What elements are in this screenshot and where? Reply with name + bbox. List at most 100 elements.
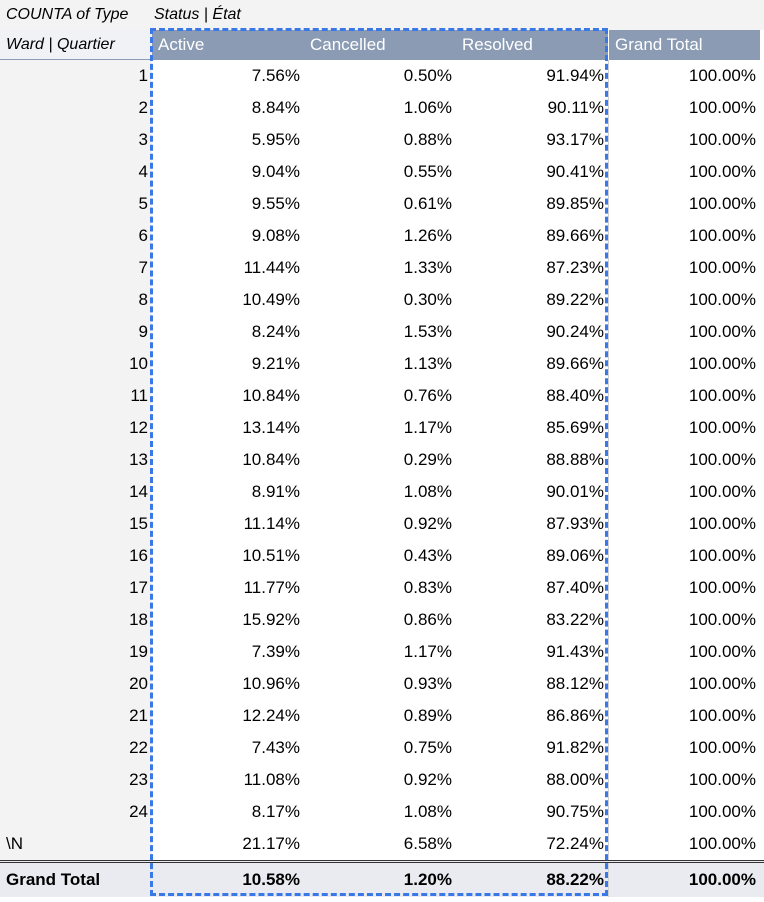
resolved-cell[interactable]: 91.94% [546, 66, 604, 85]
resolved-cell[interactable]: 89.85% [546, 194, 604, 213]
active-cell[interactable]: 10.84% [242, 450, 300, 469]
grand-total-cell[interactable]: 100.00% [608, 124, 760, 156]
active-cell[interactable]: 11.08% [243, 770, 300, 789]
cancelled-cell[interactable]: 0.86% [403, 610, 452, 629]
grand-total-cell[interactable]: 100.00% [608, 348, 760, 380]
resolved-cell[interactable]: 89.22% [546, 290, 604, 309]
cancelled-cell[interactable]: 1.06% [403, 98, 452, 117]
ward-label[interactable]: 22 [0, 732, 152, 764]
ward-label[interactable]: 7 [0, 252, 152, 284]
ward-label[interactable]: 5 [0, 188, 152, 220]
resolved-cell[interactable]: 90.24% [546, 322, 604, 341]
active-cell[interactable]: 9.08% [251, 226, 300, 245]
resolved-cell[interactable]: 89.66% [546, 354, 604, 373]
active-cell[interactable]: 12.24% [242, 706, 300, 725]
cancelled-cell[interactable]: 0.61% [403, 194, 452, 213]
active-cell[interactable]: 8.91% [251, 482, 300, 501]
grand-total-cell[interactable]: 100.00% [608, 188, 760, 220]
grand-total-cell[interactable]: 100.00% [608, 828, 760, 860]
ward-label[interactable]: 18 [0, 604, 152, 636]
resolved-cell[interactable]: 87.40% [546, 578, 604, 597]
grand-total-cell[interactable]: 100.00% [608, 700, 760, 732]
grand-total-label[interactable]: Grand Total [0, 863, 152, 897]
grand-total-cell[interactable]: 100.00% [608, 572, 760, 604]
cancelled-cell[interactable]: 6.58% [403, 834, 452, 853]
grand-total-cell[interactable]: 100.00% [608, 604, 760, 636]
active-cell[interactable]: 21.17% [242, 834, 300, 853]
ward-label[interactable]: 10 [0, 348, 152, 380]
ward-label[interactable]: 17 [0, 572, 152, 604]
resolved-cell[interactable]: 89.06% [546, 546, 604, 565]
grand-total-resolved[interactable]: 88.22% [456, 863, 608, 897]
cancelled-cell[interactable]: 1.17% [403, 418, 452, 437]
ward-label[interactable]: 19 [0, 636, 152, 668]
active-cell[interactable]: 9.21% [251, 354, 300, 373]
active-cell[interactable]: 15.92% [242, 610, 300, 629]
grand-total-cell[interactable]: 100.00% [608, 156, 760, 188]
active-cell[interactable]: 9.04% [251, 162, 300, 181]
cancelled-cell[interactable]: 0.88% [403, 130, 452, 149]
cancelled-cell[interactable]: 1.08% [403, 482, 452, 501]
resolved-cell[interactable]: 72.24% [546, 834, 604, 853]
grand-total-cell[interactable]: 100.00% [608, 668, 760, 700]
resolved-cell[interactable]: 85.69% [546, 418, 604, 437]
pivot-value-title[interactable]: COUNTA of Type [0, 0, 152, 30]
resolved-cell[interactable]: 91.82% [546, 738, 604, 757]
grand-total-cell[interactable]: 100.00% [608, 444, 760, 476]
cancelled-cell[interactable]: 1.17% [403, 642, 452, 661]
grand-total-cell[interactable]: 100.00% [608, 476, 760, 508]
active-cell[interactable]: 10.84% [242, 386, 300, 405]
cancelled-cell[interactable]: 0.55% [403, 162, 452, 181]
active-cell[interactable]: 10.96% [242, 674, 300, 693]
cancelled-cell[interactable]: 0.43% [403, 546, 452, 565]
cancelled-cell[interactable]: 0.50% [403, 66, 452, 85]
grand-total-cell[interactable]: 100.00% [608, 220, 760, 252]
grand-total-cell[interactable]: 100.00% [608, 60, 760, 92]
active-cell[interactable]: 10.51% [242, 546, 300, 565]
grand-total-cell[interactable]: 100.00% [608, 796, 760, 828]
active-cell[interactable]: 7.43% [251, 738, 300, 757]
ward-label[interactable]: 20 [0, 668, 152, 700]
active-cell[interactable]: 10.49% [242, 290, 300, 309]
cancelled-cell[interactable]: 0.30% [403, 290, 452, 309]
grand-total-cell[interactable]: 100.00% [608, 540, 760, 572]
resolved-cell[interactable]: 88.88% [546, 450, 604, 469]
ward-label[interactable]: 21 [0, 700, 152, 732]
resolved-cell[interactable]: 90.01% [546, 482, 604, 501]
grand-total-cell[interactable]: 100.00% [608, 380, 760, 412]
ward-label[interactable]: 11 [0, 380, 152, 412]
ward-label[interactable]: 13 [0, 444, 152, 476]
ward-label[interactable]: 9 [0, 316, 152, 348]
resolved-cell[interactable]: 90.41% [546, 162, 604, 181]
cancelled-cell[interactable]: 1.13% [403, 354, 452, 373]
resolved-cell[interactable]: 93.17% [546, 130, 604, 149]
active-cell[interactable]: 11.44% [243, 258, 300, 277]
active-cell[interactable]: 11.14% [243, 514, 300, 533]
empty-cell[interactable] [608, 0, 760, 30]
grand-total-cell[interactable]: 100.00% [608, 412, 760, 444]
ward-label[interactable]: \N [0, 828, 152, 860]
ward-label[interactable]: 4 [0, 156, 152, 188]
active-cell[interactable]: 8.24% [251, 322, 300, 341]
ward-label[interactable]: 12 [0, 412, 152, 444]
cancelled-cell[interactable]: 0.76% [403, 386, 452, 405]
ward-label[interactable]: 23 [0, 764, 152, 796]
grand-total-cell[interactable]: 100.00% [608, 508, 760, 540]
grand-total-active[interactable]: 10.58% [152, 863, 304, 897]
cancelled-cell[interactable]: 0.93% [403, 674, 452, 693]
ward-label[interactable]: 1 [0, 60, 152, 92]
grand-total-cell[interactable]: 100.00% [608, 92, 760, 124]
ward-label[interactable]: 3 [0, 124, 152, 156]
grand-total-cell[interactable]: 100.00% [608, 284, 760, 316]
grand-total-cell[interactable]: 100.00% [608, 252, 760, 284]
pivot-column-field[interactable]: Status | État [152, 0, 304, 30]
active-cell[interactable]: 8.17% [251, 802, 300, 821]
empty-cell[interactable] [304, 0, 456, 30]
resolved-cell[interactable]: 88.40% [546, 386, 604, 405]
ward-label[interactable]: 8 [0, 284, 152, 316]
resolved-cell[interactable]: 83.22% [546, 610, 604, 629]
resolved-cell[interactable]: 90.11% [547, 98, 604, 117]
grand-total-cell[interactable]: 100.00% [608, 316, 760, 348]
cancelled-cell[interactable]: 1.53% [403, 322, 452, 341]
grand-total-total[interactable]: 100.00% [608, 863, 760, 897]
